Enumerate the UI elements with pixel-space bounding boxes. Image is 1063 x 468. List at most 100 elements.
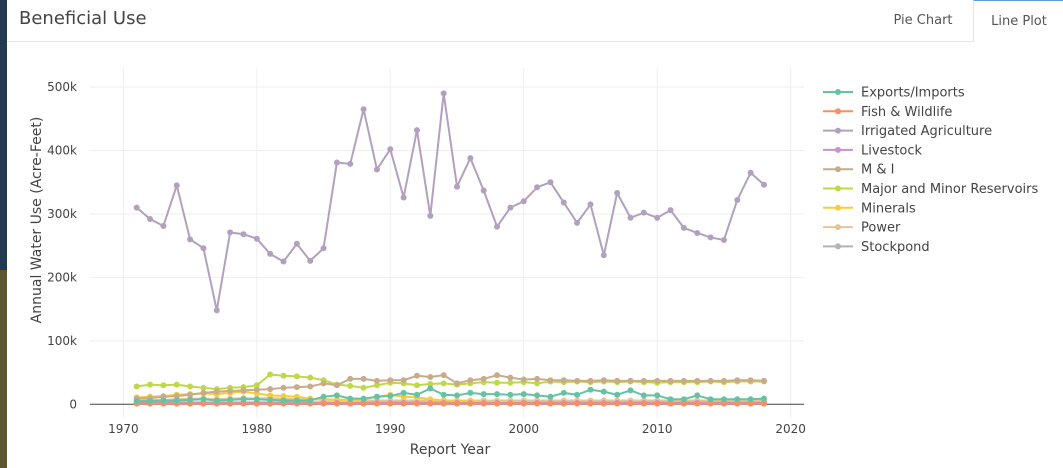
data-point bbox=[280, 384, 287, 391]
data-point bbox=[734, 377, 741, 384]
data-point bbox=[360, 384, 367, 391]
data-point bbox=[440, 391, 447, 398]
data-point bbox=[667, 207, 674, 214]
data-point bbox=[160, 223, 167, 230]
data-point bbox=[293, 240, 300, 247]
data-point bbox=[747, 396, 754, 403]
tab-line-plot[interactable]: Line Plot bbox=[973, 0, 1063, 42]
page-title: Beneficial Use bbox=[19, 8, 147, 29]
data-point bbox=[640, 400, 647, 407]
y-axis-label: Annual Water Use (Acre-Feet) bbox=[29, 117, 45, 324]
data-point bbox=[213, 388, 220, 395]
data-point bbox=[534, 380, 541, 387]
data-point bbox=[600, 377, 607, 384]
data-point bbox=[280, 397, 287, 404]
legend-item: Major and Minor Reservoirs bbox=[823, 182, 1038, 197]
data-point bbox=[253, 396, 260, 403]
data-point bbox=[373, 400, 380, 407]
legend-swatch-marker bbox=[835, 89, 841, 95]
data-point bbox=[133, 398, 140, 405]
data-point bbox=[614, 190, 621, 197]
data-point bbox=[240, 387, 247, 394]
data-point bbox=[627, 400, 634, 407]
data-point bbox=[694, 400, 701, 407]
data-point bbox=[734, 400, 741, 407]
data-point bbox=[534, 392, 541, 399]
data-point bbox=[627, 214, 634, 221]
legend-item: Livestock bbox=[823, 143, 923, 158]
data-point bbox=[694, 392, 701, 399]
data-point bbox=[147, 398, 154, 405]
legend-label: Fish & Wildlife bbox=[861, 105, 952, 120]
data-point bbox=[427, 374, 434, 381]
data-point bbox=[507, 374, 514, 381]
data-point bbox=[280, 393, 287, 400]
data-point bbox=[240, 396, 247, 403]
data-point bbox=[600, 388, 607, 395]
data-point bbox=[760, 181, 767, 188]
x-axis-label: Report Year bbox=[410, 442, 491, 458]
y-tick-label: 300k bbox=[47, 207, 77, 221]
data-point bbox=[373, 382, 380, 389]
data-point bbox=[720, 396, 727, 403]
data-point bbox=[413, 382, 420, 389]
data-point bbox=[467, 155, 474, 162]
legend-item: Irrigated Agriculture bbox=[823, 124, 992, 139]
chart-panel: Beneficial Use Pie Chart Line Plot 0 100k… bbox=[7, 0, 1063, 468]
line-chart: 0 100k 200k 300k 400k 500k 1970 1980 1990 2000 20… bbox=[29, 68, 1038, 458]
data-point bbox=[454, 400, 461, 407]
data-point bbox=[267, 250, 274, 257]
data-point bbox=[614, 400, 621, 407]
data-point bbox=[627, 387, 634, 394]
data-point bbox=[480, 187, 487, 194]
data-point bbox=[614, 377, 621, 384]
legend-item: M & I bbox=[823, 163, 894, 178]
data-point bbox=[347, 375, 354, 382]
data-point bbox=[454, 392, 461, 399]
legend-swatch-marker bbox=[835, 146, 841, 153]
legend: Exports/Imports Fish & Wildlife Irrigated … bbox=[823, 86, 1038, 255]
data-point bbox=[707, 396, 714, 403]
data-point bbox=[507, 400, 514, 407]
y-tick-label: 400k bbox=[47, 143, 77, 157]
data-point bbox=[427, 400, 434, 407]
data-point bbox=[480, 375, 487, 382]
legend-label: Power bbox=[861, 221, 901, 236]
data-point bbox=[360, 400, 367, 407]
data-point bbox=[307, 397, 314, 404]
data-point bbox=[413, 391, 420, 398]
data-point bbox=[213, 397, 220, 404]
data-point bbox=[534, 400, 541, 407]
data-point bbox=[333, 392, 340, 399]
data-point bbox=[587, 201, 594, 208]
data-point bbox=[440, 90, 447, 97]
background-decoration bbox=[0, 270, 7, 468]
data-point bbox=[547, 400, 554, 407]
data-point bbox=[507, 204, 514, 211]
legend-swatch-marker bbox=[835, 243, 841, 250]
data-point bbox=[760, 377, 767, 384]
legend-item: Stockpond bbox=[823, 240, 930, 255]
data-point bbox=[173, 381, 180, 388]
data-point bbox=[320, 393, 327, 400]
data-point bbox=[520, 391, 527, 398]
data-point bbox=[627, 377, 634, 384]
data-point bbox=[360, 375, 367, 382]
data-point bbox=[253, 386, 260, 393]
data-point bbox=[413, 400, 420, 407]
x-tick-label: 2000 bbox=[508, 422, 539, 436]
data-point bbox=[147, 216, 154, 223]
data-point bbox=[400, 400, 407, 407]
panel-header: Beneficial Use Pie Chart Line Plot bbox=[7, 0, 1063, 42]
data-point bbox=[280, 258, 287, 265]
data-point bbox=[200, 245, 207, 252]
tab-pie-chart[interactable]: Pie Chart bbox=[893, 13, 953, 28]
data-point bbox=[467, 400, 474, 407]
data-point bbox=[520, 376, 527, 383]
data-point bbox=[200, 389, 207, 396]
data-point bbox=[480, 400, 487, 407]
data-point bbox=[760, 400, 767, 407]
legend-item: Minerals bbox=[823, 201, 916, 216]
legend-item: Fish & Wildlife bbox=[823, 105, 952, 120]
data-point bbox=[667, 396, 674, 403]
